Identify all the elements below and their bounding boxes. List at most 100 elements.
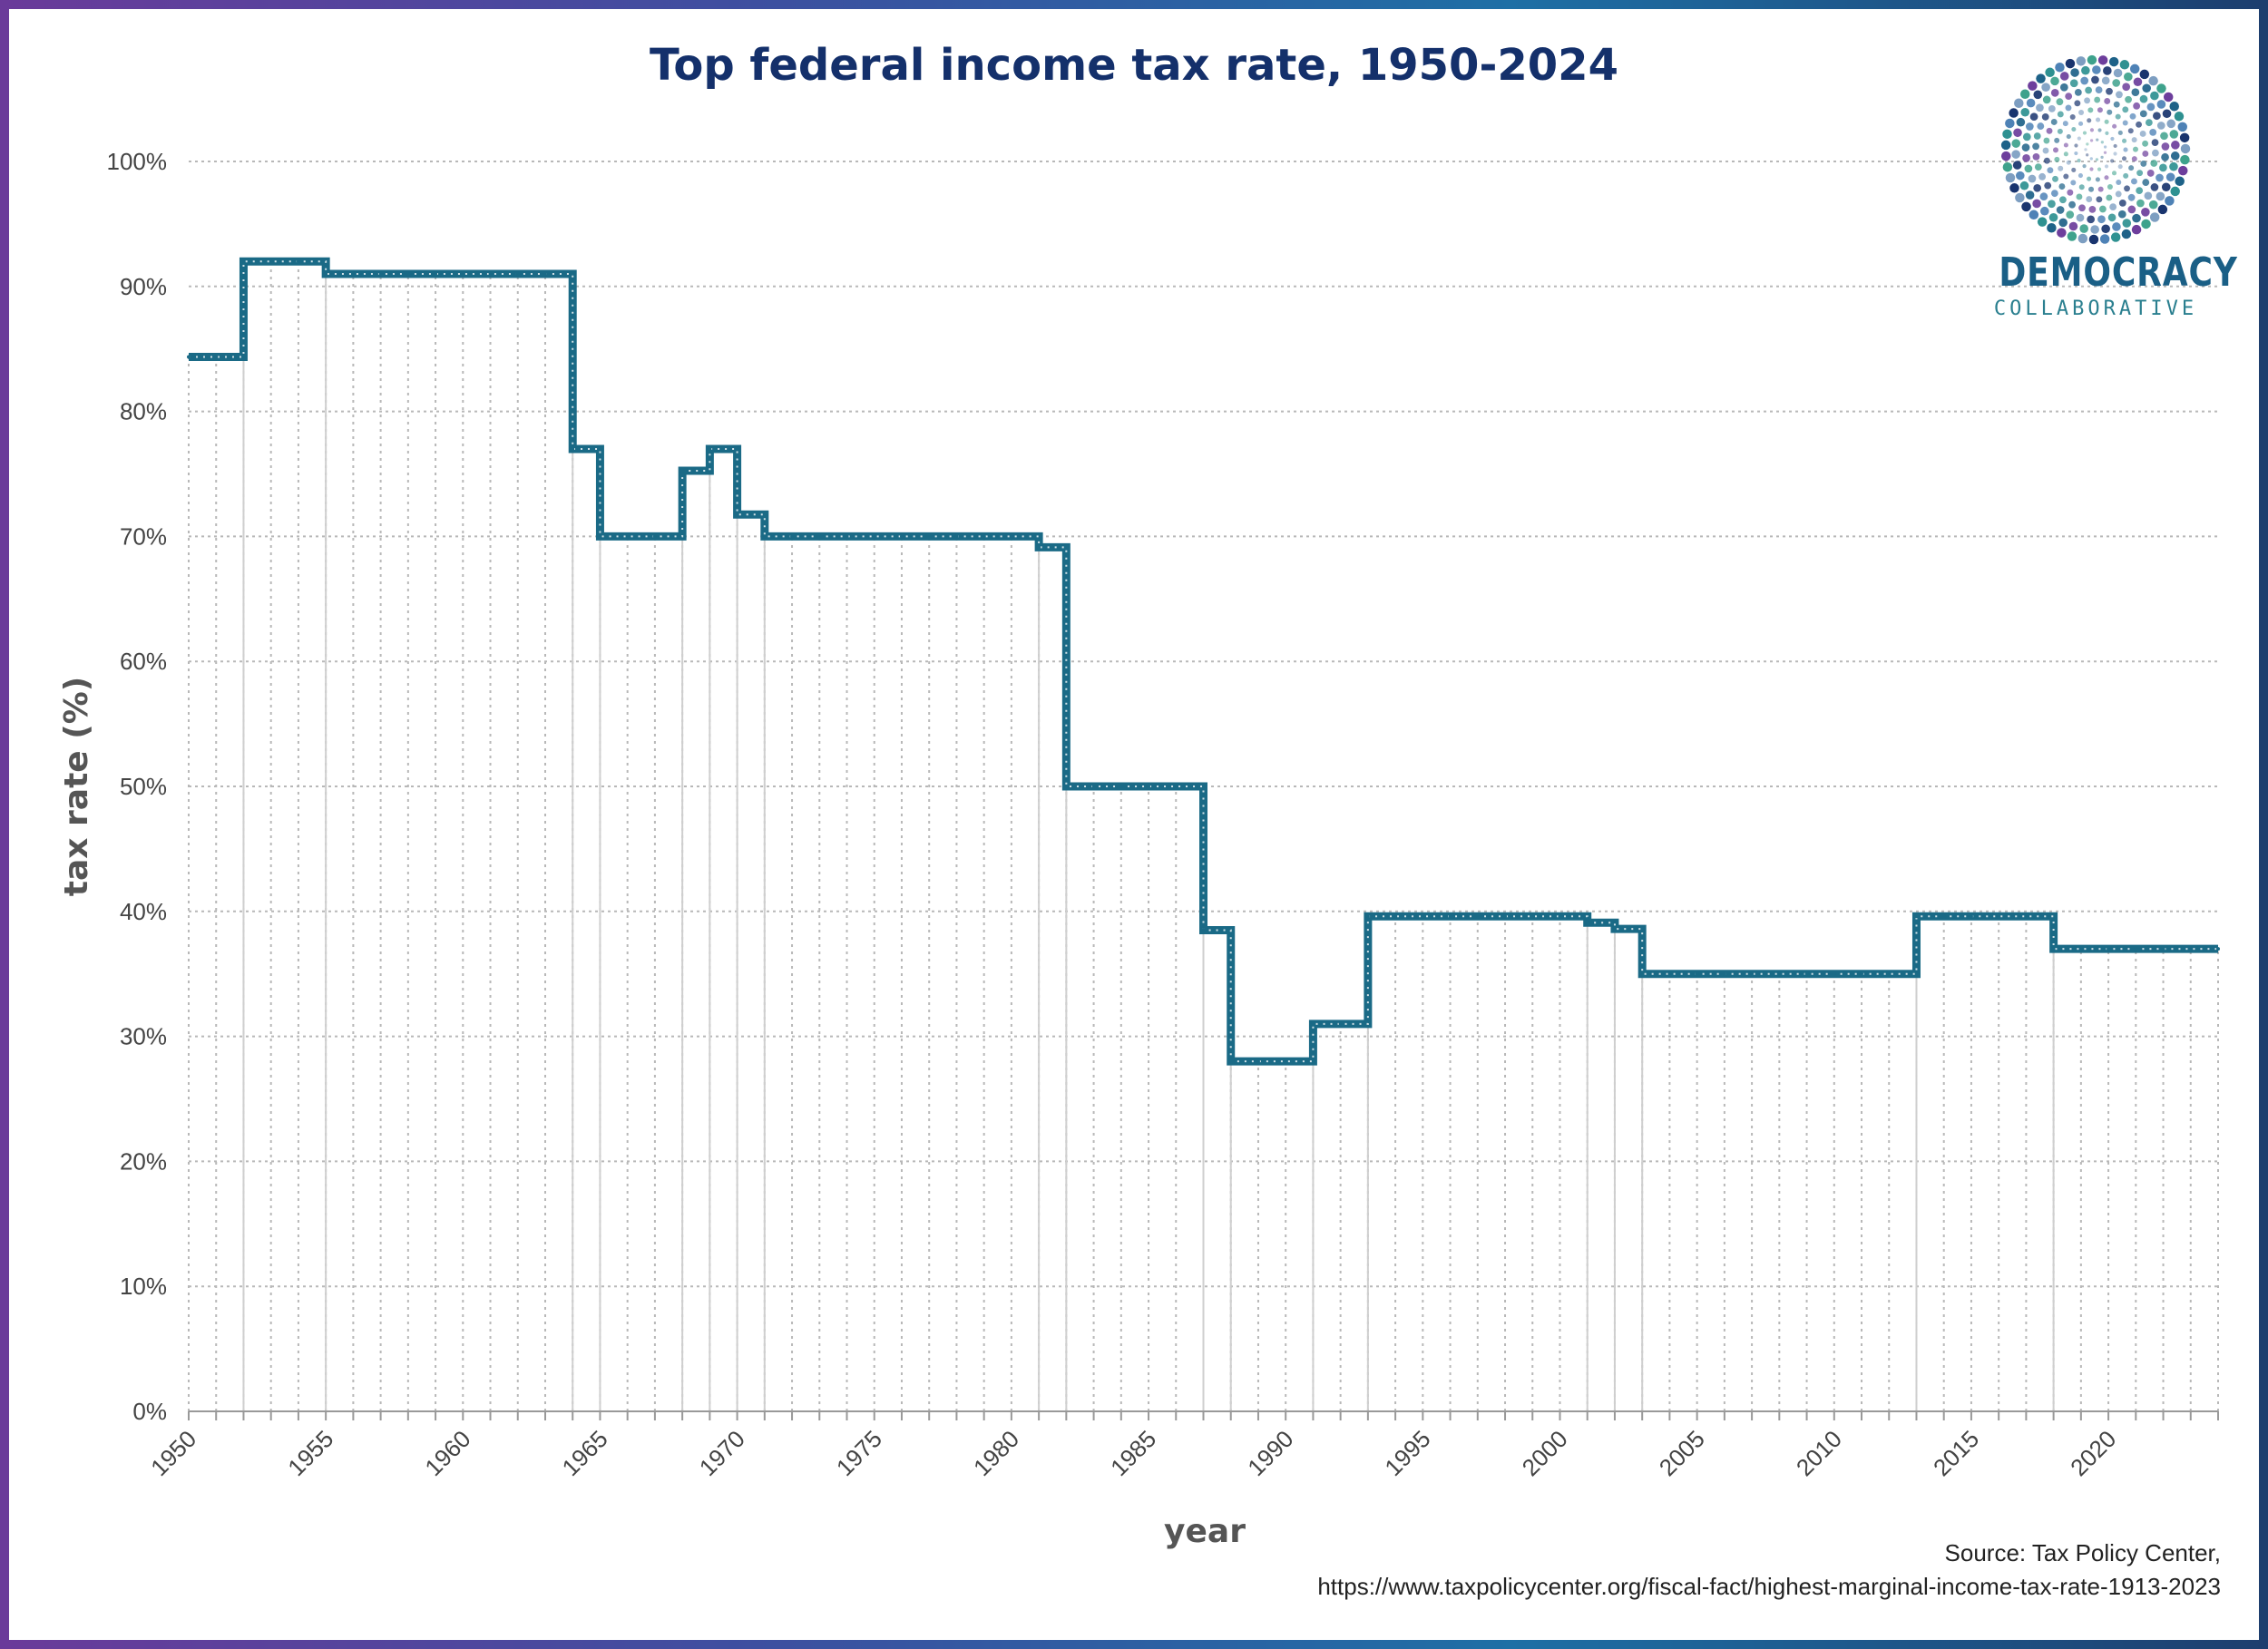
- logo-dot: [2079, 224, 2088, 233]
- data-point: [1365, 914, 1370, 919]
- y-tick-label: 10%: [120, 1273, 167, 1300]
- logo-dot: [2091, 75, 2099, 84]
- logo-dot: [2070, 180, 2077, 186]
- logo-dot: [2149, 212, 2160, 222]
- logo-dot: [2071, 167, 2077, 172]
- logo-dot: [2050, 88, 2059, 97]
- data-point: [2078, 947, 2083, 951]
- data-point: [982, 534, 986, 539]
- logo-dot: [2127, 205, 2136, 214]
- logo-dot: [2112, 222, 2121, 231]
- logo-dot: [2117, 130, 2123, 136]
- data-point: [872, 534, 876, 539]
- logo-dot: [2170, 186, 2180, 197]
- data-point: [790, 534, 795, 539]
- axis-layer: [188, 1410, 2219, 1420]
- data-point: [2107, 947, 2111, 951]
- logo-dot: [2069, 79, 2078, 88]
- logo-dot: [2175, 176, 2185, 187]
- logo-dot: [2014, 98, 2024, 109]
- data-point: [1228, 1059, 1233, 1064]
- data-point: [708, 446, 712, 451]
- logo-dot: [2066, 160, 2071, 165]
- logo-dot: [2044, 181, 2052, 190]
- data-point: [1722, 971, 1726, 976]
- data-point: [1421, 914, 1425, 919]
- logo-dot: [2038, 172, 2047, 181]
- logo-dot: [2048, 200, 2056, 209]
- logo-dot: [2096, 138, 2099, 141]
- logo-dot: [2157, 204, 2168, 215]
- logo-dot: [2097, 55, 2108, 65]
- logo-dot: [2046, 127, 2053, 134]
- logo-dot: [2032, 142, 2039, 151]
- logo-dot: [2078, 121, 2084, 126]
- logo-dot: [2131, 224, 2142, 235]
- data-point: [1091, 785, 1096, 788]
- logo-dot: [2105, 131, 2109, 135]
- logo-dot: [2136, 199, 2145, 208]
- logo-dot: [2131, 156, 2137, 162]
- logo-dot: [2107, 184, 2113, 190]
- logo-dot: [2012, 161, 2022, 170]
- logo-dot: [2020, 107, 2030, 117]
- data-point: [2051, 947, 2056, 951]
- logo-dot: [2033, 90, 2043, 100]
- logo-dot: [2117, 164, 2123, 170]
- logo-dot: [2095, 158, 2099, 161]
- logo-dot: [2103, 66, 2112, 75]
- data-point: [1009, 534, 1013, 539]
- logo-dot: [2089, 167, 2094, 171]
- data-point: [1640, 971, 1645, 976]
- data-point: [2188, 947, 2193, 951]
- logo-dot: [2179, 132, 2190, 143]
- x-tick-label: 1955: [282, 1425, 338, 1481]
- logo-dot: [2169, 130, 2179, 139]
- logo-dot: [2101, 224, 2110, 234]
- logo-dot: [2113, 101, 2120, 108]
- logo-dot: [2081, 65, 2090, 75]
- data-point: [1530, 914, 1535, 919]
- x-tick-label: 1960: [419, 1425, 475, 1481]
- logo-dot: [2117, 210, 2126, 219]
- tax-rate-line-highlight: [189, 260, 2218, 1063]
- x-tick-label: 2000: [1517, 1425, 1573, 1481]
- logo-dot: [2141, 219, 2151, 229]
- logo-dot: [2139, 69, 2150, 80]
- logo-dot: [2074, 151, 2078, 156]
- logo-dot: [2124, 72, 2133, 82]
- logo-dot: [2042, 95, 2051, 104]
- logo-dot: [2141, 207, 2150, 217]
- logo-dot: [2097, 215, 2106, 224]
- logo-dot: [2174, 112, 2185, 122]
- logo-dot: [2043, 137, 2050, 144]
- logo-dot: [2136, 121, 2142, 128]
- logo-dot: [2077, 158, 2081, 163]
- logo-dot: [2043, 157, 2050, 164]
- logo-dot: [2115, 190, 2122, 198]
- logo-dot: [2013, 128, 2022, 138]
- logo-dot: [2077, 172, 2083, 179]
- logo-dot: [2089, 139, 2094, 142]
- logo-dot: [2050, 119, 2058, 125]
- logo-dot: [2045, 67, 2055, 78]
- logo-dot: [2153, 112, 2161, 121]
- logo-dot: [2132, 213, 2141, 223]
- data-point: [1119, 785, 1123, 788]
- data-point: [1832, 971, 1836, 976]
- logo-dot: [2021, 201, 2031, 212]
- data-point: [324, 272, 328, 277]
- logo-dot: [2028, 81, 2038, 91]
- logo-dot: [2025, 122, 2034, 131]
- logo-dot: [2032, 199, 2041, 209]
- logo-dot: [2054, 156, 2060, 162]
- logo-dot: [2074, 88, 2082, 96]
- logo-dot: [2016, 171, 2025, 181]
- logo-dot: [2139, 131, 2146, 137]
- logo-dot: [2054, 137, 2060, 143]
- logo-dot: [2139, 94, 2148, 103]
- logo-dot: [2136, 170, 2144, 177]
- data-point: [406, 272, 410, 277]
- logo-dot: [2019, 89, 2030, 99]
- logo-dot: [2161, 152, 2169, 161]
